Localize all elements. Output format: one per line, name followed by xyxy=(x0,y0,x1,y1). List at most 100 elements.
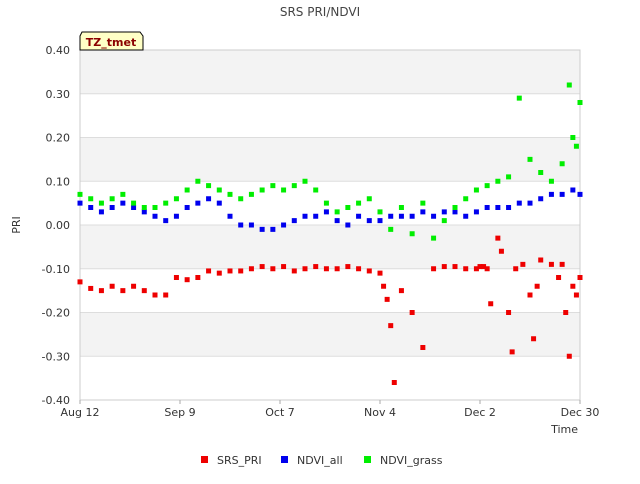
data-point xyxy=(216,200,222,206)
data-point xyxy=(270,183,276,189)
data-point xyxy=(570,187,576,193)
data-point xyxy=(248,266,254,272)
data-point xyxy=(334,209,340,215)
data-point xyxy=(377,218,383,224)
data-point xyxy=(88,285,94,291)
data-point xyxy=(384,296,390,302)
y-tick-label: -0.30 xyxy=(42,350,70,363)
data-point xyxy=(131,205,137,210)
data-point xyxy=(509,349,515,355)
data-point xyxy=(366,268,372,274)
data-point xyxy=(398,205,404,210)
data-point xyxy=(548,178,554,184)
data-point xyxy=(281,264,287,270)
data-point xyxy=(577,275,583,280)
data-point xyxy=(270,226,276,232)
data-point xyxy=(163,292,169,298)
data-point xyxy=(473,209,479,215)
data-point xyxy=(495,235,501,241)
legend-label: NDVI_all xyxy=(297,454,343,467)
data-point xyxy=(527,200,533,206)
data-point xyxy=(77,191,83,197)
data-point xyxy=(420,209,426,215)
y-axis-ticks: 0.40 0.30 0.20 0.10 0.00 -0.10 -0.20 -0.30 -0.40 xyxy=(42,44,70,407)
data-point xyxy=(88,205,94,210)
data-point xyxy=(527,156,533,162)
x-tick-label: Aug 12 xyxy=(61,406,100,419)
data-point xyxy=(566,353,572,359)
data-point xyxy=(98,200,104,206)
data-point xyxy=(463,196,469,202)
data-point xyxy=(216,187,222,193)
legend-label: SRS_PRI xyxy=(217,454,262,467)
x-tick-label: Dec 30 xyxy=(561,406,600,419)
data-point xyxy=(313,213,319,219)
data-point xyxy=(77,200,83,206)
data-point xyxy=(527,292,533,298)
data-point xyxy=(577,191,583,197)
data-point xyxy=(377,209,383,215)
data-point xyxy=(302,266,308,272)
plot-band xyxy=(80,312,580,357)
data-point xyxy=(98,288,104,294)
data-point xyxy=(152,292,158,298)
data-point xyxy=(566,82,572,88)
data-point xyxy=(77,279,83,285)
data-point xyxy=(184,277,190,283)
data-point xyxy=(109,283,115,289)
data-point xyxy=(409,213,415,219)
data-point xyxy=(238,268,244,274)
data-point xyxy=(495,205,501,210)
data-point xyxy=(356,266,362,272)
data-point xyxy=(563,310,569,315)
data-point xyxy=(420,345,426,350)
data-point xyxy=(463,266,469,272)
data-point xyxy=(381,283,387,289)
data-point xyxy=(534,283,540,289)
data-point xyxy=(334,218,340,224)
data-point xyxy=(323,200,329,206)
data-point xyxy=(548,191,554,197)
data-point xyxy=(538,196,544,202)
data-point xyxy=(120,288,126,294)
data-point xyxy=(431,213,437,219)
data-point xyxy=(441,218,447,224)
data-point xyxy=(88,196,94,202)
x-axis-ticks: Aug 12 Sep 9 Oct 7 Nov 4 Dec 2 Dec 30 xyxy=(61,400,600,419)
data-point xyxy=(391,380,397,385)
data-point xyxy=(259,187,265,193)
plot-bands xyxy=(80,50,580,357)
data-point xyxy=(398,213,404,219)
data-point xyxy=(356,213,362,219)
y-tick-label: 0.00 xyxy=(46,219,71,232)
data-point xyxy=(559,161,565,167)
data-point xyxy=(216,270,222,276)
data-point xyxy=(131,200,137,206)
data-point xyxy=(356,200,362,206)
data-point xyxy=(248,222,254,228)
data-point xyxy=(152,213,158,219)
data-point xyxy=(259,226,265,232)
y-axis-label: PRI xyxy=(10,216,23,234)
data-point xyxy=(441,209,447,215)
y-tick-label: 0.40 xyxy=(46,44,71,57)
data-point xyxy=(559,191,565,197)
data-point xyxy=(473,187,479,193)
data-point xyxy=(452,209,458,215)
data-point xyxy=(259,264,265,270)
data-point xyxy=(141,205,147,210)
legend-swatch xyxy=(201,456,208,463)
y-tick-label: -0.10 xyxy=(42,263,70,276)
legend-swatch xyxy=(281,456,288,463)
data-point xyxy=(238,222,244,228)
data-point xyxy=(173,275,179,280)
data-point xyxy=(227,268,233,274)
series-ndvi-grass xyxy=(77,82,583,241)
data-point xyxy=(270,266,276,272)
x-tick-label: Oct 7 xyxy=(265,406,295,419)
data-point xyxy=(366,218,372,224)
data-point xyxy=(195,178,201,184)
data-point xyxy=(498,248,504,254)
tz-tmet-badge: TZ_tmet xyxy=(79,31,144,51)
y-tick-label: 0.20 xyxy=(46,132,71,145)
